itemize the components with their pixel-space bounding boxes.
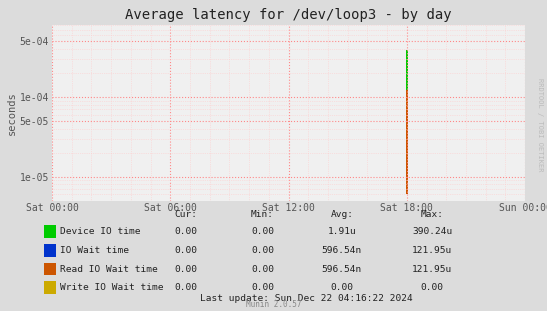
- Text: 0.00: 0.00: [174, 265, 197, 273]
- Text: 596.54n: 596.54n: [322, 246, 362, 255]
- Text: 596.54n: 596.54n: [322, 265, 362, 273]
- Text: Device IO time: Device IO time: [60, 227, 141, 236]
- Text: 390.24u: 390.24u: [412, 227, 452, 236]
- Text: Min:: Min:: [251, 210, 274, 219]
- Text: IO Wait time: IO Wait time: [60, 246, 129, 255]
- Text: Cur:: Cur:: [174, 210, 197, 219]
- Text: 121.95u: 121.95u: [412, 246, 452, 255]
- Text: 121.95u: 121.95u: [412, 265, 452, 273]
- Text: 0.00: 0.00: [174, 246, 197, 255]
- Text: 0.00: 0.00: [330, 283, 353, 292]
- Text: RRDTOOL / TOBI OETIKER: RRDTOOL / TOBI OETIKER: [537, 78, 543, 171]
- Text: Write IO Wait time: Write IO Wait time: [60, 283, 164, 292]
- Text: 1.91u: 1.91u: [328, 227, 356, 236]
- Text: Munin 2.0.57: Munin 2.0.57: [246, 300, 301, 309]
- Text: 0.00: 0.00: [251, 283, 274, 292]
- Text: 0.00: 0.00: [174, 227, 197, 236]
- Text: 0.00: 0.00: [251, 246, 274, 255]
- Text: Last update: Sun Dec 22 04:16:22 2024: Last update: Sun Dec 22 04:16:22 2024: [200, 294, 412, 303]
- Text: Max:: Max:: [421, 210, 444, 219]
- Text: 0.00: 0.00: [251, 265, 274, 273]
- Text: Read IO Wait time: Read IO Wait time: [60, 265, 158, 273]
- Text: 0.00: 0.00: [251, 227, 274, 236]
- Title: Average latency for /dev/loop3 - by day: Average latency for /dev/loop3 - by day: [125, 8, 452, 22]
- Text: 0.00: 0.00: [421, 283, 444, 292]
- Y-axis label: seconds: seconds: [7, 91, 17, 135]
- Text: 0.00: 0.00: [174, 283, 197, 292]
- Text: Avg:: Avg:: [330, 210, 353, 219]
